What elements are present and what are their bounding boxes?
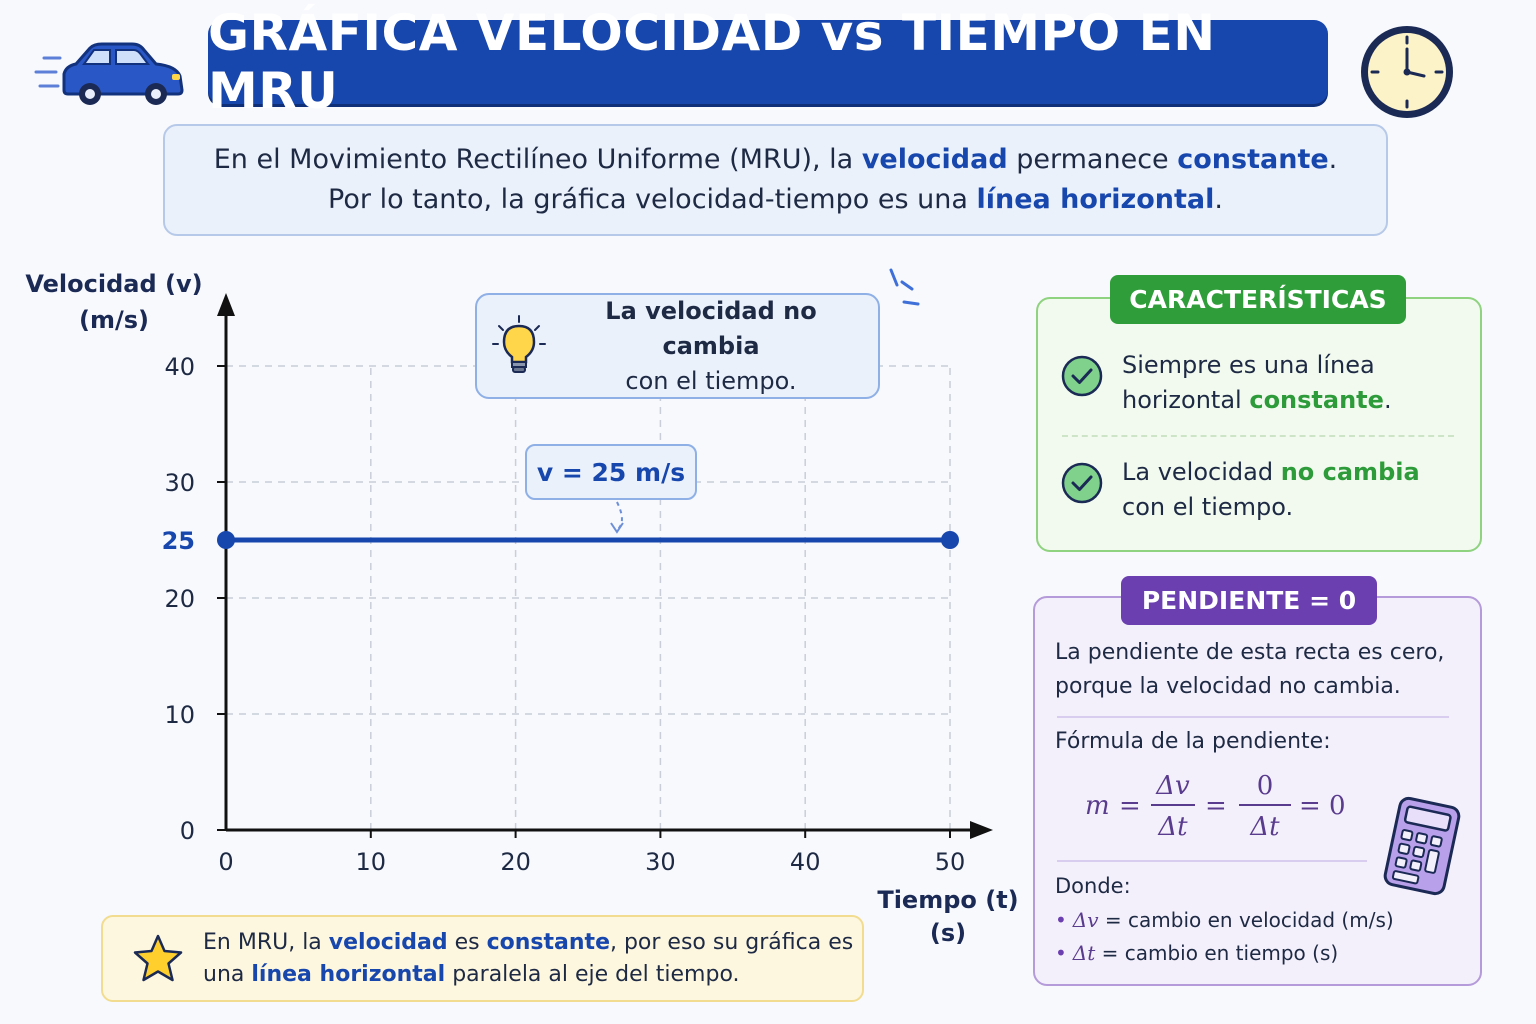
chart-series	[217, 501, 959, 549]
y-tick-label-30: 30	[164, 469, 195, 497]
check-icon	[1061, 355, 1103, 397]
y-tick-label-20: 20	[164, 585, 195, 613]
x-tick-label-40: 40	[790, 848, 821, 876]
characteristics-divider	[1062, 435, 1454, 437]
car-icon	[34, 42, 184, 105]
calculator-icon	[1383, 796, 1461, 896]
note-line-1: En MRU, la velocidad es constante, por e…	[203, 929, 854, 955]
note-box: En MRU, la velocidad es constante, por e…	[101, 915, 864, 1002]
svg-text:Δv: Δv	[1155, 771, 1190, 801]
x-tick-label-0: 0	[218, 848, 233, 876]
spark-decoration	[889, 268, 920, 306]
x-tick-label-20: 20	[500, 848, 531, 876]
intro-line-1: En el Movimiento Rectilíneo Uniforme (MR…	[213, 144, 1338, 175]
characteristics-panel	[1036, 297, 1482, 552]
chart-axes	[217, 293, 993, 839]
lightbulb-icon	[492, 315, 546, 373]
slope-divider-2	[1057, 860, 1367, 862]
characteristic-item-2: La velocidad no cambia con el tiempo.	[1060, 455, 1420, 525]
x-tick-label-30: 30	[645, 848, 676, 876]
slope-divider-1	[1057, 716, 1449, 718]
svg-text:=: =	[1205, 791, 1227, 821]
check-icon	[1061, 462, 1103, 504]
clock-icon	[1361, 26, 1453, 118]
svg-text:=: =	[1119, 791, 1141, 821]
svg-text:0: 0	[1257, 771, 1274, 801]
y-tick-label-25: 25	[162, 527, 195, 555]
velocity-annotation: v = 25 m/s	[525, 444, 697, 500]
slope-panel	[1033, 596, 1482, 986]
star-icon	[133, 934, 183, 981]
donde-label: Donde:	[1055, 874, 1131, 898]
note-line-2: una línea horizontal paralela al eje del…	[203, 961, 740, 987]
y-axis-label-line1: Velocidad (v)	[25, 270, 202, 298]
annotation-pointer	[616, 501, 623, 531]
x-axis-label-line2: (s)	[930, 919, 966, 947]
definition-delta-v: • Δv = cambio en velocidad (m/s)	[1055, 908, 1394, 932]
definition-delta-t: • Δt = cambio en tiempo (s)	[1055, 941, 1339, 965]
y-axis-arrow	[217, 293, 235, 316]
y-tick-label-40: 40	[164, 353, 195, 381]
svg-text:= 0: = 0	[1299, 791, 1346, 821]
x-tick-label-50: 50	[935, 848, 966, 876]
slope-description: La pendiente de esta recta es cero, porq…	[1055, 640, 1445, 699]
tip-box: La velocidad no cambia con el tiempo.	[475, 293, 880, 399]
characteristic-item-1: Siempre es una línea horizontal constant…	[1060, 348, 1392, 418]
y-tick-label-10: 10	[164, 701, 195, 729]
x-axis-arrow	[970, 821, 993, 839]
page-title: GRÁFICA VELOCIDAD vs TIEMPO EN MRU	[208, 4, 1216, 120]
annotation-pointer-head	[610, 522, 624, 534]
tip-line-1: La velocidad no cambia	[605, 296, 817, 360]
characteristics-header: CARACTERÍSTICAS	[1110, 275, 1406, 324]
formula-label: Fórmula de la pendiente:	[1055, 729, 1331, 754]
chart-grid	[226, 365, 951, 830]
x-axis-label-line1: Tiempo (t)	[877, 886, 1018, 914]
y-tick-label-0: 0	[180, 817, 195, 845]
svg-text:Δt: Δt	[1157, 812, 1188, 842]
chart-ticks: 0 10 20 30 40 25 0 10 20 30 40 50	[162, 353, 966, 876]
title-banner: GRÁFICA VELOCIDAD vs TIEMPO EN MRU	[208, 4, 1328, 120]
series-point-0-0	[217, 531, 235, 549]
slope-formula: m = Δv Δt = 0 Δt = 0	[1085, 771, 1346, 842]
x-tick-label-10: 10	[356, 848, 387, 876]
intro-line-2: Por lo tanto, la gráfica velocidad-tiemp…	[328, 184, 1223, 215]
slope-header: PENDIENTE = 0	[1121, 576, 1377, 625]
svg-text:Δt: Δt	[1249, 812, 1280, 842]
tip-line-2: con el tiempo.	[625, 366, 797, 395]
svg-text:m: m	[1085, 791, 1110, 821]
intro-box: En el Movimiento Rectilíneo Uniforme (MR…	[163, 124, 1388, 236]
y-axis-label-line2: (m/s)	[79, 306, 149, 334]
series-point-0-1	[941, 531, 959, 549]
